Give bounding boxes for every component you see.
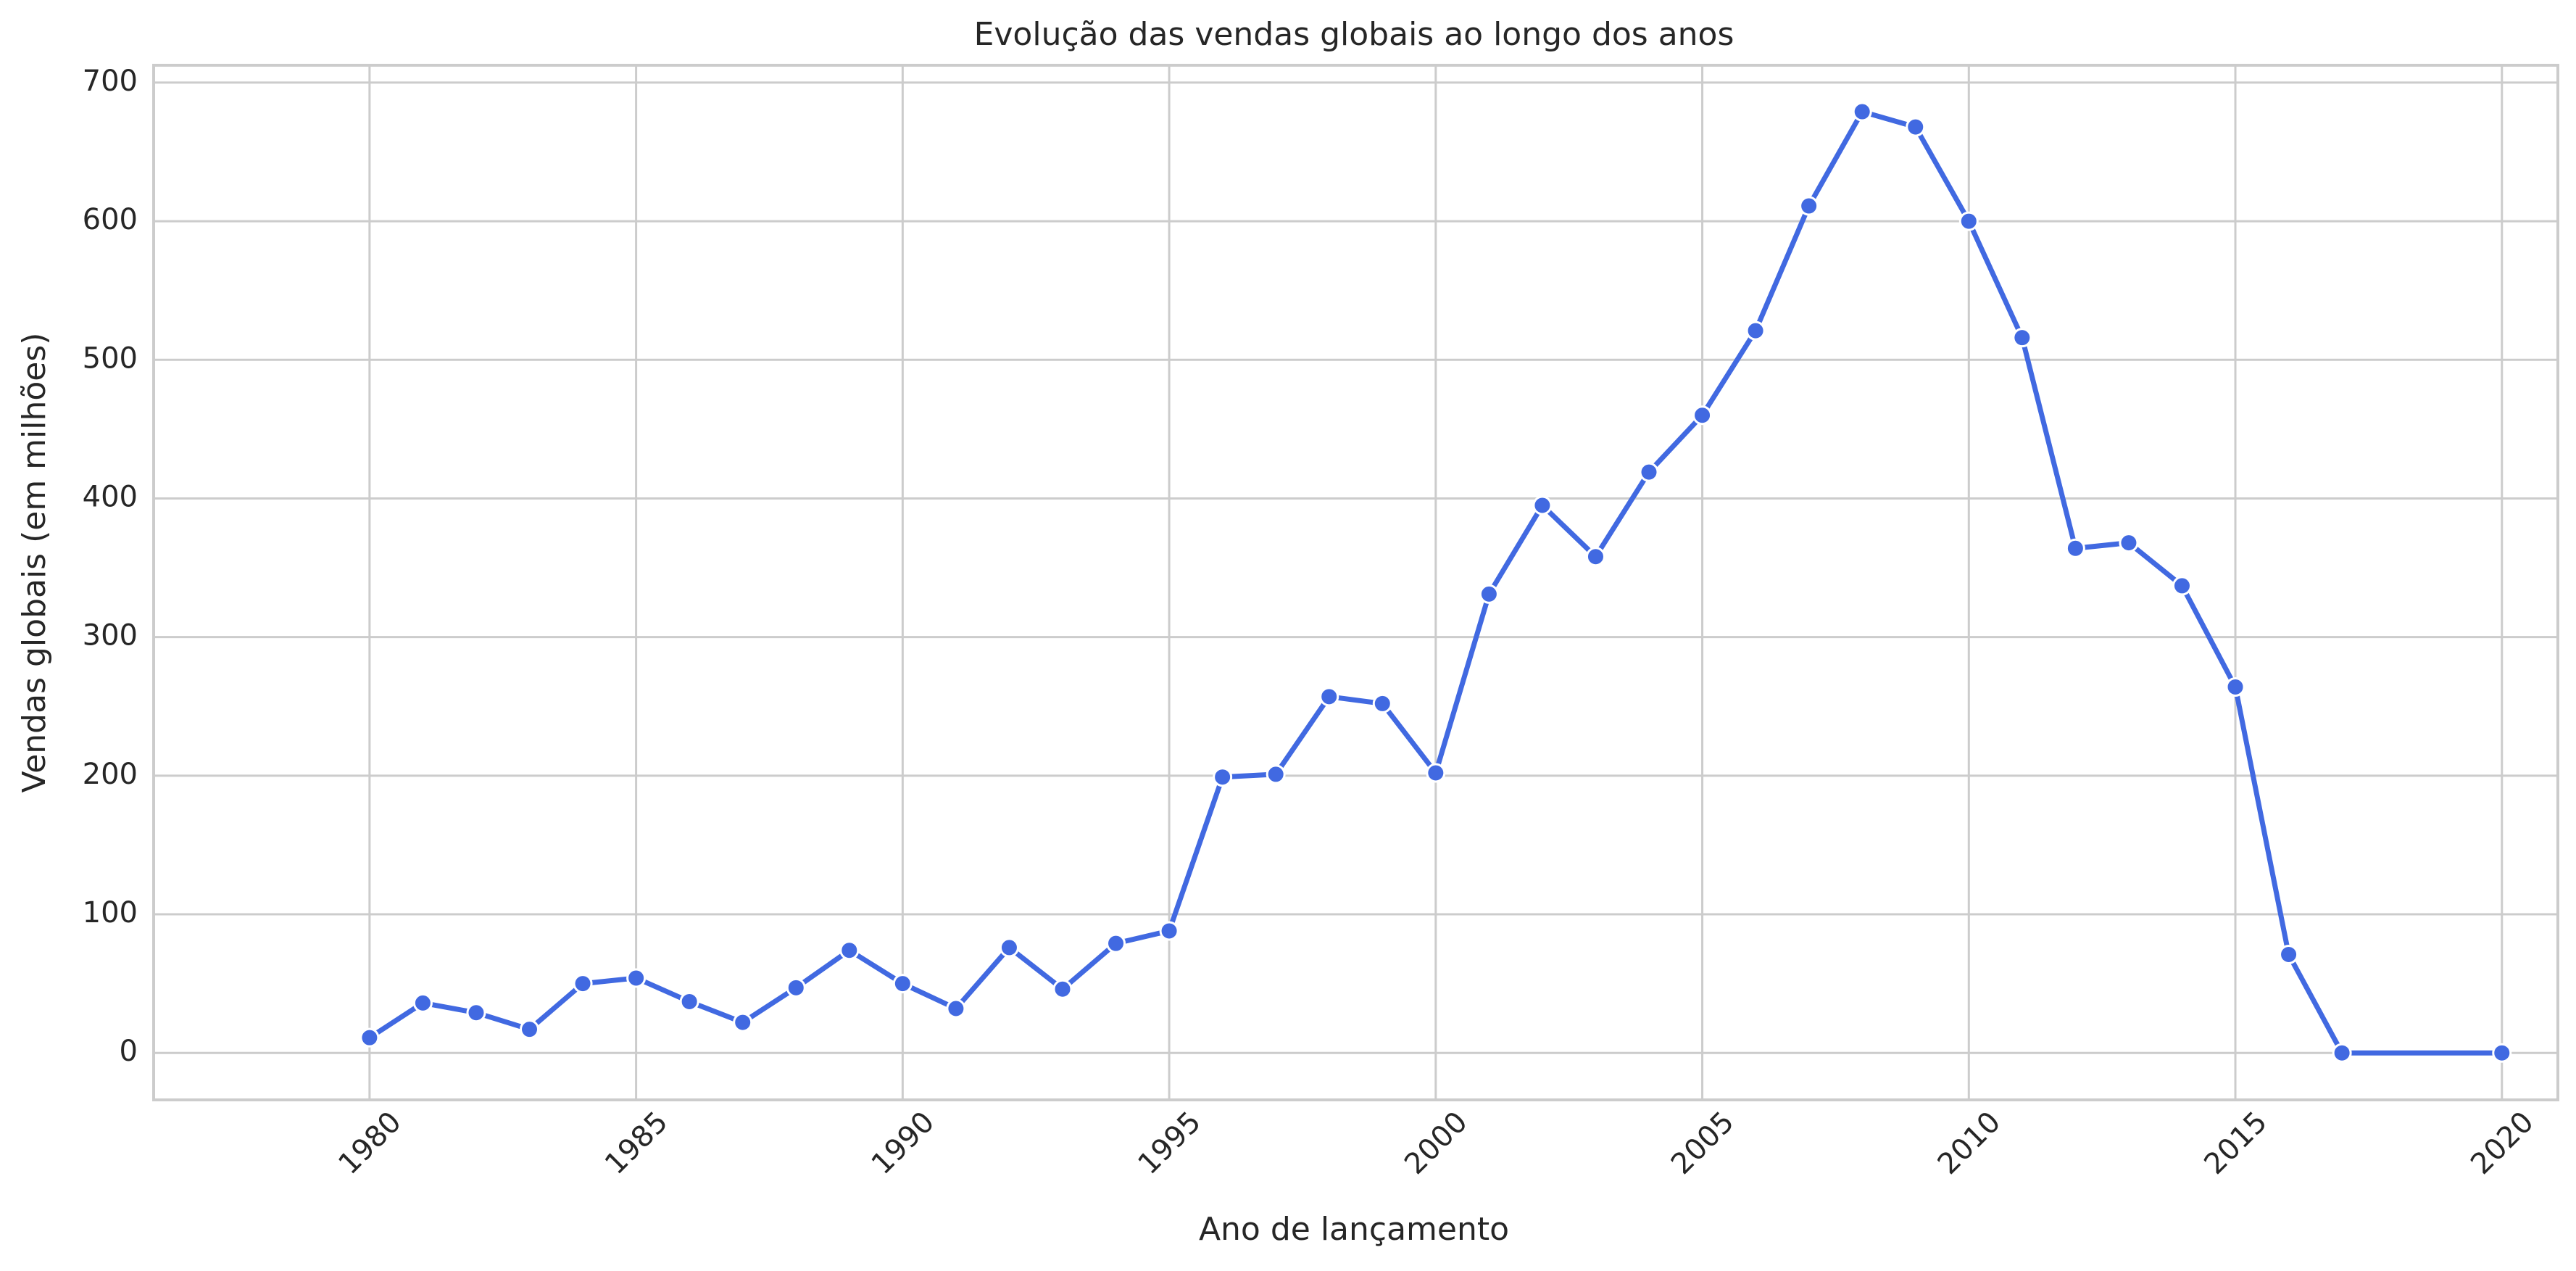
data-point-2009 [1906,117,1926,137]
data-point-2010 [1958,211,1979,231]
data-point-2017 [2332,1043,2352,1063]
data-point-1996 [1213,767,1233,787]
data-point-2003 [1585,547,1605,567]
data-point-1991 [946,998,966,1019]
data-point-2014 [2172,576,2192,596]
data-point-2011 [2012,328,2032,348]
data-point-2004 [1639,462,1659,482]
data-point-2012 [2065,538,2085,558]
data-point-1998 [1319,687,1339,707]
data-point-2008 [1852,102,1872,122]
data-point-1994 [1106,933,1126,953]
data-point-2000 [1426,763,1446,783]
y-tick-label-700: 700 [83,65,138,98]
data-point-1987 [733,1012,753,1032]
data-point-1999 [1372,693,1392,713]
y-axis-label: Vendas globais (em milhões) [16,333,53,793]
data-point-2002 [1532,495,1553,516]
data-point-1989 [839,940,860,961]
y-tick-label-300: 300 [83,619,138,653]
data-point-1983 [520,1019,540,1040]
data-point-2001 [1479,584,1499,604]
data-point-2020 [2492,1043,2512,1063]
data-point-2006 [1745,320,1766,341]
y-tick-label-100: 100 [83,896,138,930]
chart-title: Evolução das vendas globais ao longo dos… [974,16,1734,53]
data-point-2015 [2225,676,2245,697]
y-tick-label-500: 500 [83,341,138,375]
data-point-1997 [1266,764,1286,784]
grid [154,65,2558,1100]
data-point-1980 [360,1027,380,1048]
y-tick-label-0: 0 [120,1035,138,1068]
y-tick-label-600: 600 [83,203,138,236]
data-point-1990 [892,974,913,994]
y-tick-label-200: 200 [83,758,138,791]
data-point-1993 [1052,979,1073,999]
data-point-1992 [999,937,1019,958]
data-point-1984 [573,974,593,994]
data-point-2016 [2279,944,2299,964]
data-point-1988 [786,977,806,998]
data-point-1995 [1159,921,1179,941]
y-tick-label-400: 400 [83,480,138,513]
data-point-1985 [626,968,647,988]
data-point-1986 [679,991,699,1011]
series [360,102,2512,1063]
data-point-2013 [2119,533,2139,553]
x-axis-label: Ano de lançamento [1199,1211,1509,1248]
axes [152,64,2559,1101]
data-point-1981 [412,993,433,1013]
data-point-2007 [1799,196,1819,216]
plot-frame [152,64,2559,1101]
data-point-2005 [1692,405,1713,426]
data-point-1982 [466,1003,486,1023]
